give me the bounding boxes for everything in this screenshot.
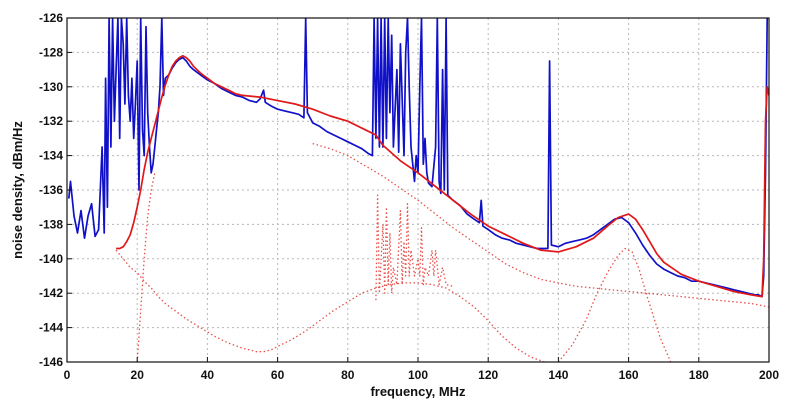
component-curve-3 [312,142,769,308]
y-tick-label: -140 [39,252,63,266]
x-tick-label: 100 [408,368,428,382]
x-tick-label: 60 [271,368,285,382]
y-tick-label: -130 [39,80,63,94]
x-tick-label: 120 [478,368,498,382]
y-tick-label: -132 [39,114,63,128]
y-tick-label: -142 [39,286,63,300]
y-tick-label: -128 [39,45,63,59]
component-curve-4 [375,194,454,301]
x-tick-label: 40 [201,368,215,382]
x-tick-label: 180 [689,368,709,382]
y-tick-label: -144 [39,321,63,335]
x-tick-label: 80 [341,368,355,382]
model-fit-line [116,54,769,298]
grid-lines [67,18,769,362]
component-curve-5 [557,247,672,362]
x-axis-title: frequency, MHz [370,384,466,399]
x-tick-label: 200 [759,368,779,382]
y-tick-label: -138 [39,217,63,231]
axis-ticks: 0 20 40 60 80 100 120 140 160 180 200 -146 -144 -142 -… [39,11,779,382]
x-tick-label: 140 [548,368,568,382]
measured-noise-line [67,18,769,298]
component-curve-2 [115,249,545,362]
y-tick-label: -146 [39,355,63,369]
y-tick-label: -126 [39,11,63,25]
component-curve-1 [136,172,156,362]
chart-series [67,18,769,362]
x-tick-label: 0 [64,368,71,382]
y-tick-label: -136 [39,183,63,197]
x-tick-label: 20 [131,368,145,382]
y-tick-label: -134 [39,149,63,163]
x-tick-label: 160 [619,368,639,382]
y-axis-title: noise density, dBm/Hz [10,121,25,259]
